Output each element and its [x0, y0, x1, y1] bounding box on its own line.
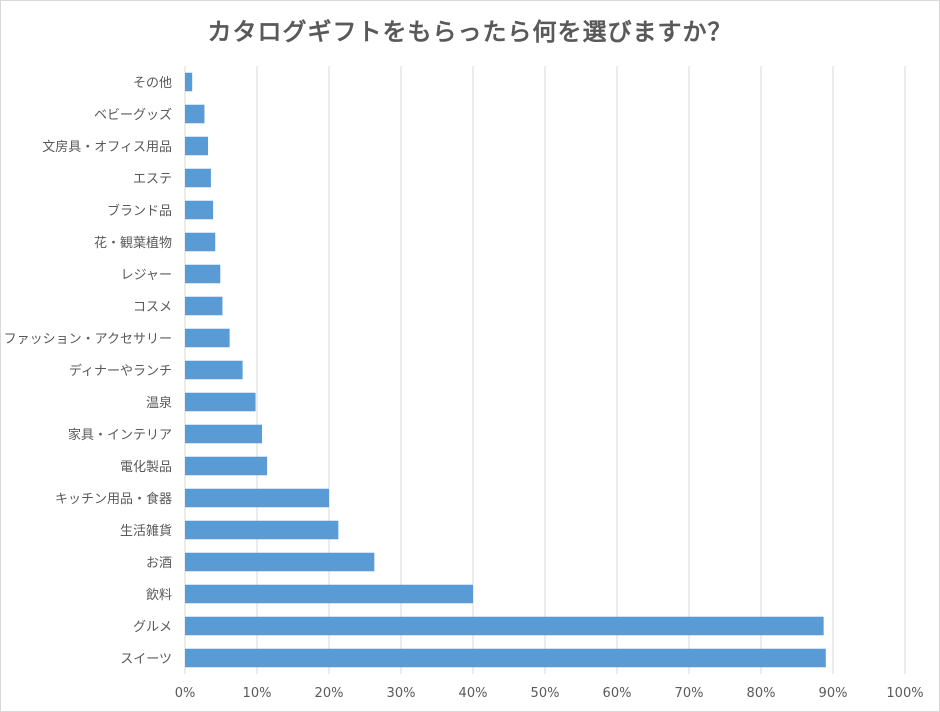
bar — [185, 648, 826, 668]
category-label: ファッション・アクセサリー — [4, 332, 172, 347]
bar — [185, 424, 263, 444]
x-tick-label: 50% — [531, 686, 560, 701]
bar — [185, 488, 329, 508]
bar — [185, 456, 268, 476]
bar — [185, 232, 216, 252]
x-tick-label: 100% — [886, 686, 923, 701]
bar — [185, 616, 824, 636]
category-label: 家具・インテリア — [68, 427, 172, 443]
bar — [185, 168, 211, 188]
x-tick-label: 80% — [747, 686, 776, 701]
category-label: 文房具・オフィス用品 — [42, 139, 172, 155]
bar — [185, 264, 221, 284]
category-label: 生活雑貨 — [120, 523, 172, 539]
x-tick-label: 60% — [603, 686, 632, 701]
bar — [185, 296, 223, 316]
bar — [185, 392, 256, 412]
chart-title: カタログギフトをもらったら何を選びますか？ — [207, 18, 733, 46]
x-axis-tick-labels: 0% 10% 20% 30% 40% 50% 60% 70% 80% 90% 100% — [175, 686, 924, 701]
bar — [185, 552, 375, 572]
bar — [185, 328, 230, 348]
gridlines — [184, 66, 906, 674]
x-tick-label: 40% — [459, 686, 488, 701]
x-tick-label: 30% — [387, 686, 416, 701]
category-label: 電化製品 — [120, 460, 172, 475]
category-label: ディナーやランチ — [69, 363, 172, 379]
bar — [185, 360, 243, 380]
bar — [185, 200, 214, 220]
category-labels: その他ベビーグッズ文房具・オフィス用品エステブランド品花・観葉植物レジャーコスメ… — [4, 76, 172, 667]
category-label: ブランド品 — [107, 203, 172, 219]
x-tick-label: 10% — [243, 686, 272, 701]
x-tick-label: 70% — [675, 686, 704, 701]
category-label: グルメ — [133, 620, 172, 635]
category-label: 温泉 — [146, 395, 172, 411]
bar — [185, 104, 205, 124]
category-label: エステ — [133, 172, 172, 187]
category-label: スイーツ — [120, 652, 172, 667]
bar — [185, 520, 339, 540]
category-label: キッチン用品・食器 — [55, 491, 172, 507]
category-label: お酒 — [146, 556, 172, 571]
category-label: その他 — [133, 76, 172, 91]
category-label: ベビーグッズ — [94, 107, 172, 123]
bars — [185, 72, 826, 668]
x-tick-label: 0% — [175, 686, 196, 701]
bar — [185, 72, 193, 92]
bar — [185, 136, 209, 156]
x-tick-label: 20% — [315, 686, 344, 701]
bar — [185, 584, 473, 604]
category-label: コスメ — [133, 300, 172, 315]
category-label: 飲料 — [146, 587, 172, 603]
category-label: 花・観葉植物 — [94, 235, 172, 251]
x-tick-label: 90% — [819, 686, 848, 701]
category-label: レジャー — [121, 268, 172, 283]
